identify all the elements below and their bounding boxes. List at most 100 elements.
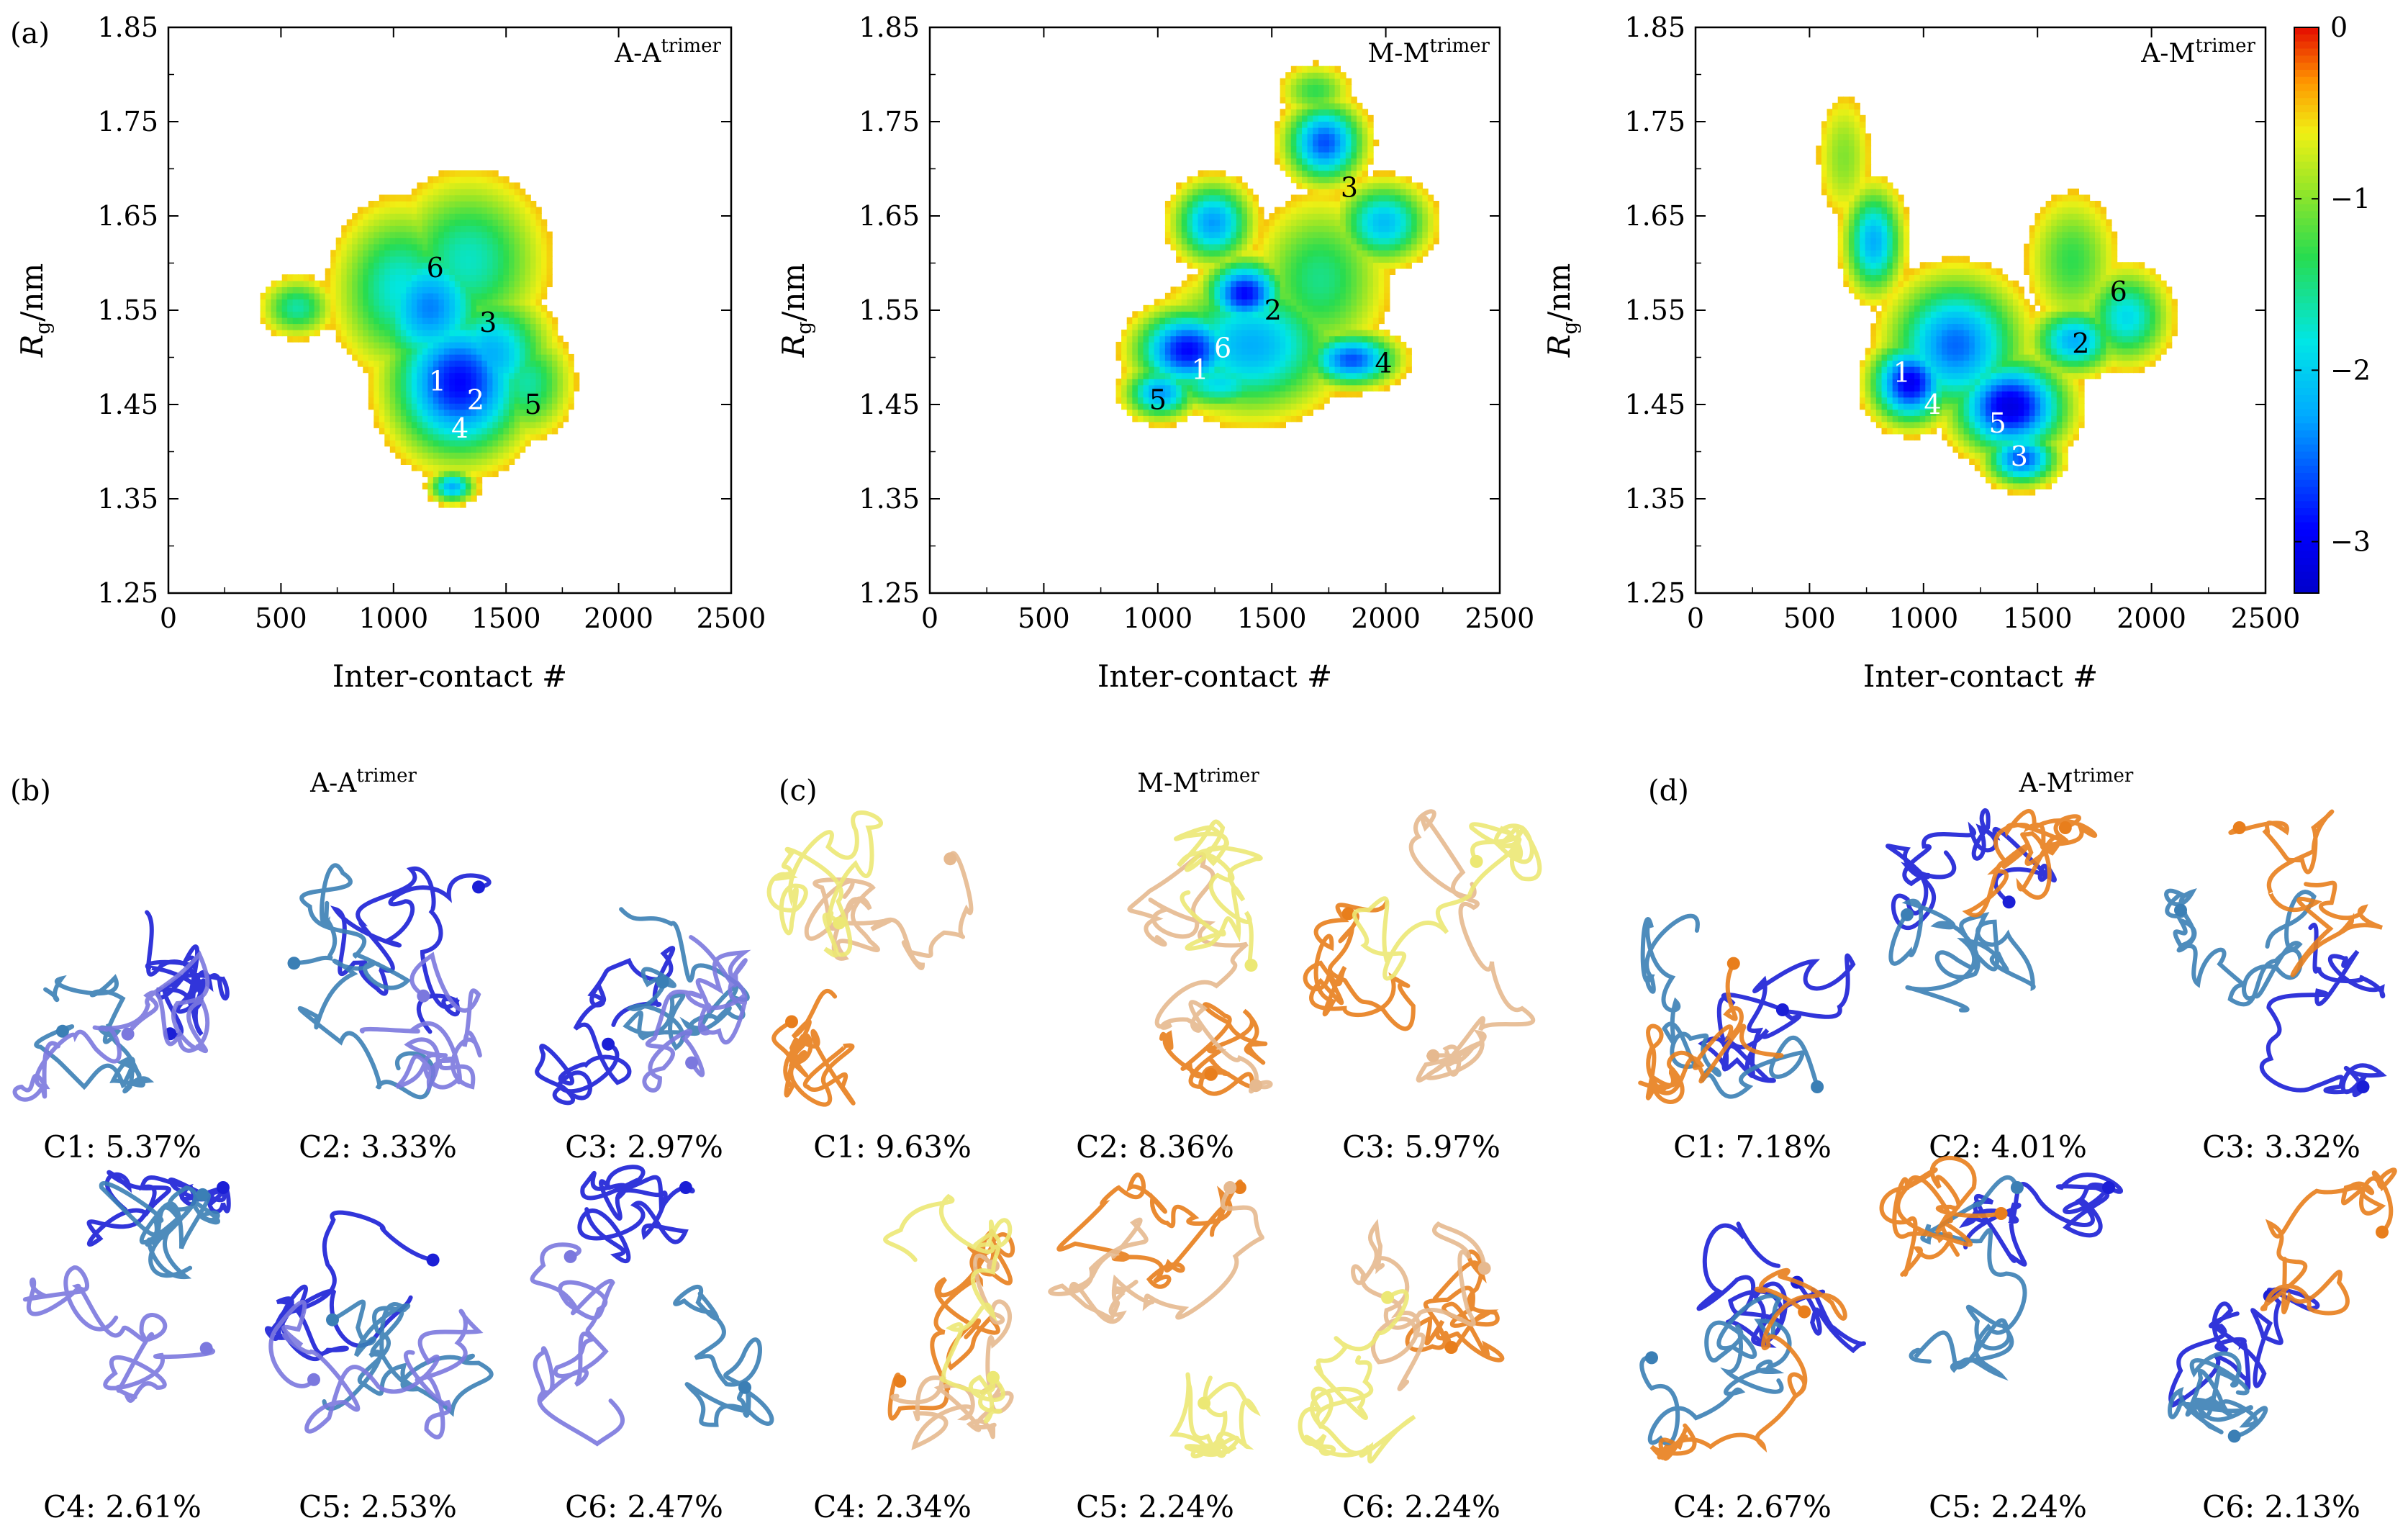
heatmap-cell	[1192, 225, 1199, 232]
heatmap-cell	[1187, 317, 1193, 325]
heatmap-cell	[471, 286, 477, 294]
heatmap-cell	[1247, 268, 1254, 275]
heatmap-cell	[1263, 421, 1270, 428]
heatmap-cell	[497, 372, 504, 379]
heatmap-cell	[443, 489, 451, 496]
heatmap-cell	[1925, 311, 1932, 318]
heatmap-cell	[1865, 176, 1872, 184]
heatmap-cell	[471, 360, 477, 367]
heatmap-cell	[433, 243, 440, 250]
heatmap-cell	[574, 384, 580, 392]
heatmap-cell	[1192, 323, 1199, 330]
heatmap-cell	[1263, 231, 1270, 238]
heatmap-cell	[460, 219, 466, 226]
heatmap-cell	[1214, 182, 1221, 189]
heatmap-cell	[374, 335, 380, 343]
heatmap-cell	[1919, 329, 1927, 337]
heatmap-cell	[438, 341, 445, 349]
heatmap-cell	[443, 323, 451, 330]
heatmap-cell	[374, 225, 380, 232]
heatmap-cell	[1187, 243, 1193, 250]
heatmap-cell	[497, 433, 504, 440]
heatmap-cell	[389, 372, 397, 379]
heatmap-cell	[1275, 391, 1281, 398]
heatmap-cell	[1290, 341, 1298, 349]
heatmap-cell	[1952, 403, 1959, 410]
heatmap-cell	[481, 299, 488, 306]
heatmap-cell	[486, 335, 494, 343]
heatmap-cell	[492, 323, 499, 330]
heatmap-cell	[1203, 231, 1210, 238]
heatmap-cell	[427, 201, 434, 208]
heatmap-cell	[476, 428, 483, 435]
heatmap-cell	[1258, 207, 1264, 214]
heatmap-cell	[1236, 317, 1243, 325]
heatmap-cell	[454, 304, 461, 312]
heatmap-cell	[1329, 127, 1336, 135]
heatmap-cell	[1843, 238, 1850, 245]
heatmap-cell	[352, 238, 358, 245]
heatmap-cell	[417, 329, 423, 337]
heatmap-cell	[1930, 421, 1937, 428]
heatmap-cell	[1307, 213, 1313, 220]
heatmap-cell	[460, 353, 466, 361]
heatmap-cell	[1384, 366, 1390, 374]
heatmap-cell	[1898, 329, 1904, 337]
heatmap-cell	[1164, 384, 1172, 392]
heatmap-cell	[1280, 238, 1286, 245]
heatmap-cell	[1187, 391, 1193, 398]
heatmap-cell	[1192, 286, 1199, 294]
heatmap-cell	[1208, 348, 1216, 355]
heatmap-cell	[1187, 348, 1193, 355]
heatmap-cell	[465, 476, 472, 484]
heatmap-cell	[1870, 256, 1877, 263]
heatmap-cell	[1963, 329, 1970, 337]
heatmap-cell	[1854, 225, 1860, 232]
heatmap-cell	[1384, 292, 1390, 300]
heatmap-cell	[417, 403, 423, 410]
heatmap-cell	[1313, 366, 1319, 374]
heatmap-cell	[541, 274, 548, 281]
heatmap-cell	[486, 397, 494, 404]
heatmap-cell	[389, 250, 397, 257]
heatmap-cell	[1400, 189, 1407, 196]
heatmap-cell	[1865, 158, 1872, 165]
heatmap-cell	[454, 194, 461, 202]
heatmap-cell	[1220, 421, 1226, 428]
heatmap-cell	[1307, 127, 1313, 135]
heatmap-cell	[1290, 274, 1298, 281]
heatmap-cell	[438, 225, 445, 232]
heatmap-cell	[1892, 304, 1899, 312]
heatmap-cell	[1302, 127, 1308, 135]
heatmap-cell	[1323, 219, 1330, 226]
heatmap-cell	[411, 384, 418, 392]
heatmap-cell	[1132, 366, 1139, 374]
heatmap-cell	[1159, 421, 1166, 428]
heatmap-cell	[1220, 397, 1226, 404]
heatmap-cell	[271, 299, 277, 306]
heatmap-cell	[509, 280, 515, 287]
heatmap-cell	[449, 341, 456, 349]
heatmap-cell	[1313, 207, 1319, 214]
heatmap-cell	[384, 433, 391, 440]
heatmap-cell	[443, 384, 451, 392]
heatmap-cell	[1345, 201, 1352, 208]
heatmap-cell	[1126, 409, 1133, 416]
heatmap-cell	[1296, 65, 1303, 73]
heatmap-cell	[1275, 250, 1281, 257]
heatmap-panels: 0 500 1000 1500 2000 25001.251.351.451.551.65…	[14, 12, 2300, 694]
heatmap-cell	[1241, 268, 1248, 275]
heatmap-cell	[1947, 335, 1954, 343]
heatmap-cell	[1159, 299, 1166, 306]
heatmap-cell	[1378, 372, 1385, 379]
heatmap-cell	[454, 201, 461, 208]
x-tick-label: 1500	[1237, 602, 1307, 634]
heatmap-cell	[535, 335, 542, 343]
heatmap-cell	[1252, 268, 1259, 275]
heatmap-cell	[1280, 397, 1286, 404]
heatmap-cell	[1302, 158, 1308, 165]
heatmap-cell	[1389, 360, 1396, 367]
heatmap-cell	[395, 231, 402, 238]
heatmap-cell	[281, 323, 288, 330]
heatmap-cell	[1919, 286, 1927, 294]
